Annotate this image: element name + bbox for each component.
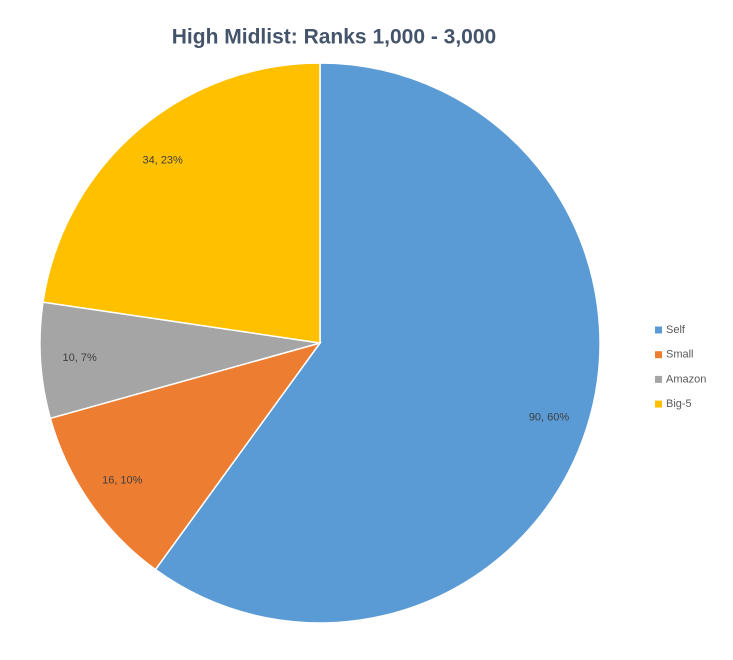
data-label: 16, 10% [102, 474, 143, 486]
data-label: 10, 7% [63, 352, 97, 364]
pie-slice [42, 62, 321, 344]
legend-swatch [655, 351, 662, 359]
chart-title: High Midlist: Ranks 1,000 - 3,000 [172, 26, 496, 49]
legend-label: Amazon [666, 373, 706, 385]
legend-swatch [655, 400, 662, 408]
legend-label: Small [666, 349, 694, 361]
pie-slice [154, 62, 601, 624]
legend-swatch [655, 326, 662, 334]
data-label: 34, 23% [142, 155, 183, 167]
legend-label: Big-5 [666, 398, 692, 410]
data-label: 90, 60% [529, 411, 570, 423]
pie-slice [39, 301, 321, 420]
legend-swatch [655, 375, 662, 383]
legend-label: Self [666, 324, 686, 336]
